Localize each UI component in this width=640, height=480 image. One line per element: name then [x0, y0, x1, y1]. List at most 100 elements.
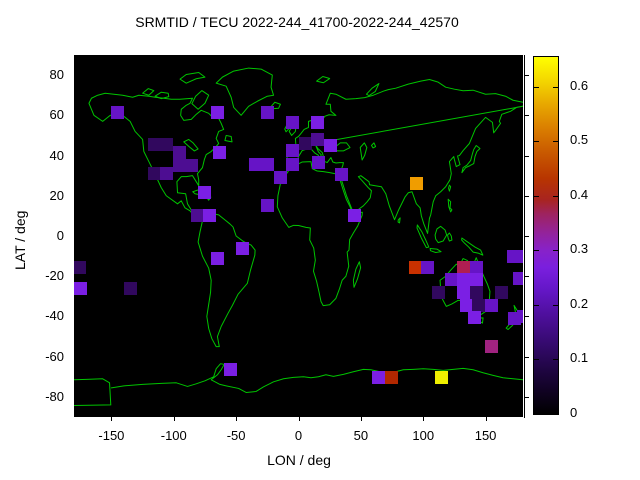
heatmap-cell	[457, 260, 471, 274]
heatmap-cell	[516, 249, 523, 263]
heatmap-cell	[432, 285, 446, 299]
y-tick-label: 0	[56, 228, 64, 243]
coastline-borneo	[435, 226, 447, 242]
heatmap-cell	[273, 171, 287, 185]
heatmap-cell	[472, 298, 486, 312]
colorbar-tick-label: 0.5	[570, 132, 589, 148]
coastline-ellesmere	[180, 72, 205, 83]
y-tick-label: 80	[49, 67, 64, 83]
heatmap-cell	[111, 105, 125, 119]
heatmap-cell	[260, 105, 274, 119]
coastline-caspian-sea	[360, 143, 367, 160]
colorbar-tick-mark	[534, 304, 539, 306]
colorbar-tick-label: 0.4	[570, 186, 589, 202]
heatmap-cell	[74, 260, 86, 274]
heatmap-cell	[261, 199, 275, 213]
heatmap-cell	[468, 310, 482, 324]
colorbar-tick-label: 0	[570, 405, 578, 420]
x-tick-label: 150	[474, 428, 497, 443]
colorbar-tick-mark	[553, 250, 558, 252]
colorbar-tick-mark	[553, 86, 558, 88]
coastline-antarctica-ross	[74, 379, 111, 406]
heatmap-cell	[172, 146, 186, 160]
bottom-axis-tick	[485, 417, 487, 421]
heatmap-cell	[224, 363, 238, 377]
heatmap-cell	[123, 281, 137, 295]
colorbar-tick-mark	[553, 304, 558, 306]
right-axis-tick	[525, 276, 529, 278]
y-tick-label: -80	[45, 388, 64, 404]
right-axis-tick	[525, 75, 529, 77]
heatmap-cell	[248, 158, 262, 172]
heatmap-cell	[459, 298, 473, 312]
coastline-novaya-zemlya	[366, 84, 378, 96]
colorbar-tick-mark	[534, 413, 539, 414]
coastline-eurasia-north	[287, 80, 523, 149]
right-axis-tick	[525, 115, 529, 117]
right-axis-tick	[525, 356, 529, 358]
colorbar-tick-label: 0.1	[570, 350, 589, 366]
y-tick-label: 60	[49, 107, 64, 123]
colorbar-tick-mark	[553, 359, 558, 361]
heatmap-cell	[469, 285, 483, 299]
heatmap-cell	[372, 371, 386, 385]
heatmap-cell	[457, 272, 471, 286]
bottom-axis-tick	[236, 417, 238, 421]
heatmap-cell	[285, 144, 299, 158]
y-tick-label: -20	[45, 268, 64, 284]
heatmap-cell	[285, 116, 299, 130]
heatmap-cell	[74, 281, 87, 295]
heatmap-cell	[421, 260, 435, 274]
coastline-north-america	[89, 93, 224, 221]
world-coastlines-map	[74, 55, 523, 417]
heatmap-cell	[311, 156, 325, 170]
heatmap-cell	[311, 116, 325, 130]
coastline-aral-sea	[371, 143, 375, 148]
heatmap-cell	[384, 371, 398, 385]
colorbar-tick-label: 0.6	[570, 77, 589, 93]
right-axis-tick	[525, 195, 529, 197]
coastline-sumatra	[417, 225, 429, 248]
coastline-philippines	[448, 199, 452, 212]
heatmap-cell	[434, 371, 448, 385]
colorbar-tick-mark	[534, 86, 539, 88]
bottom-axis-tick	[360, 417, 362, 421]
heatmap-cell	[197, 186, 211, 200]
y-tick-label: -40	[45, 308, 64, 324]
heatmap-cell	[285, 158, 299, 172]
y-tick-label: -60	[45, 348, 64, 364]
heatmap-cell	[147, 137, 161, 151]
x-tick-label: -50	[226, 428, 246, 443]
colorbar-tick-mark	[534, 195, 539, 197]
coastline-japan	[462, 146, 480, 173]
right-axis-tick	[525, 236, 529, 237]
heatmap-cell	[457, 285, 471, 299]
coastline-svalbard	[317, 77, 330, 83]
heatmap-cell	[324, 139, 338, 153]
right-axis-tick	[525, 316, 529, 318]
heatmap-cell	[210, 251, 224, 265]
colorbar-tick-label: 0.3	[570, 241, 589, 257]
heatmap-cell	[210, 105, 224, 119]
heatmap-cell	[147, 167, 161, 181]
x-tick-label: 0	[294, 428, 303, 443]
heatmap-cell	[260, 158, 274, 172]
x-tick-label: 100	[412, 428, 435, 443]
heatmap-cell	[469, 260, 483, 274]
coastline-greenland	[216, 68, 273, 115]
right-axis-tick	[525, 396, 529, 398]
heatmap-cell	[469, 272, 483, 286]
x-tick-label: -150	[98, 428, 125, 443]
coastline-sulawesi	[448, 233, 452, 241]
y-tick-label: 40	[49, 147, 64, 163]
right-axis-tick	[525, 155, 529, 157]
plot-right-border	[524, 55, 525, 418]
colorbar-tick-mark	[553, 195, 558, 197]
heatmap-cell	[203, 209, 217, 223]
coastline-java	[430, 248, 441, 252]
heatmap-cell	[160, 167, 174, 181]
heatmap-cell	[444, 272, 458, 286]
map-plot-area	[74, 55, 523, 417]
bottom-axis-tick	[111, 417, 113, 421]
